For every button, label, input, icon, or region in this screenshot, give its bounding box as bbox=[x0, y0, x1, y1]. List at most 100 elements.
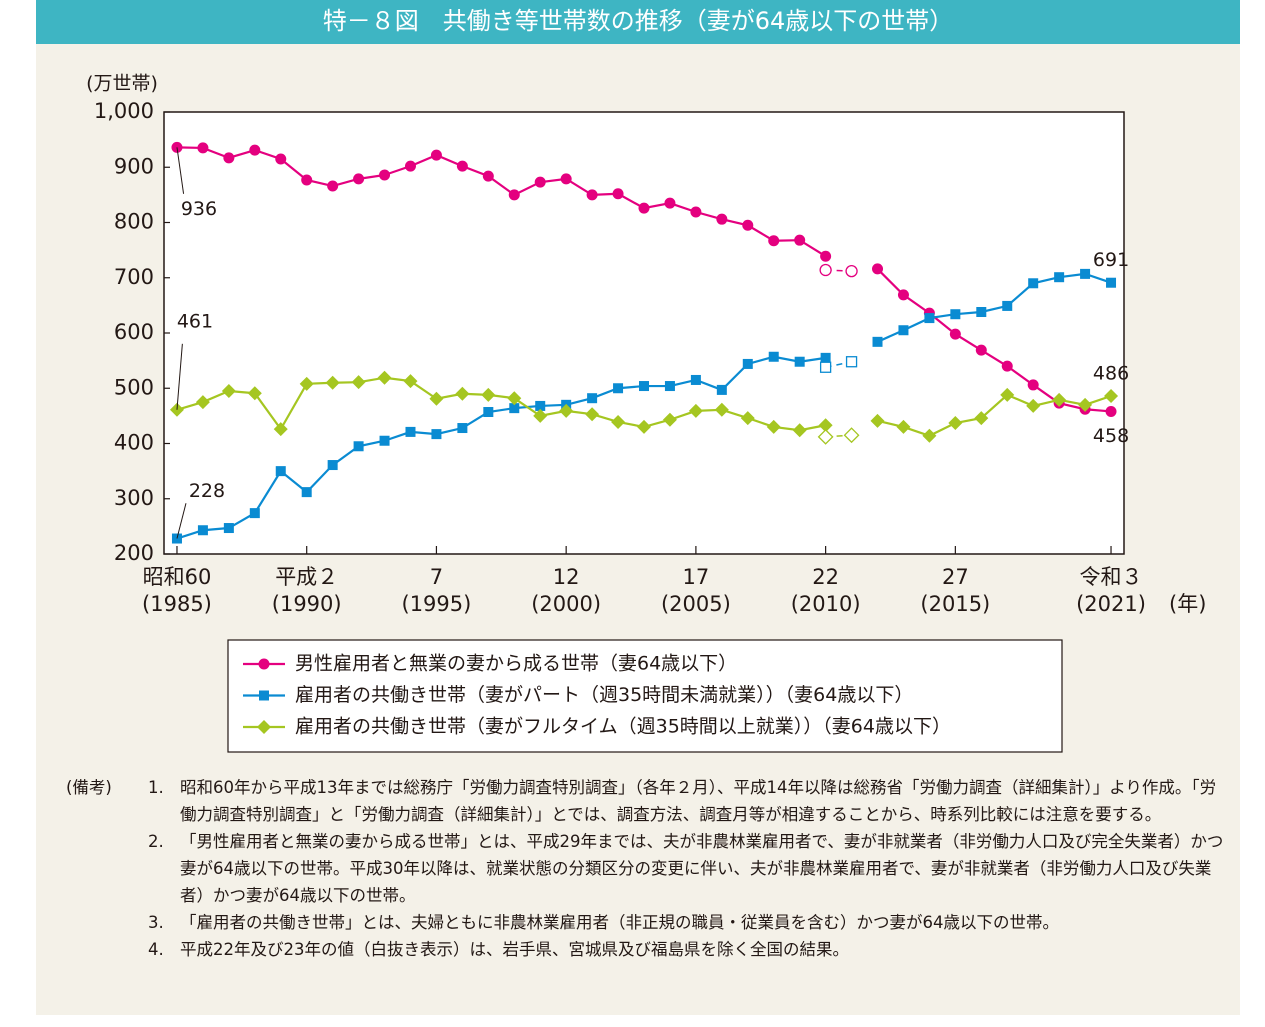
marker bbox=[794, 234, 806, 246]
marker bbox=[872, 336, 883, 347]
marker bbox=[870, 413, 885, 428]
marker bbox=[716, 213, 728, 225]
marker bbox=[249, 144, 261, 156]
marker bbox=[483, 407, 494, 418]
note-number: 3. bbox=[148, 913, 164, 932]
notes-prefix: (備考) bbox=[66, 778, 112, 797]
y-tick-label: 300 bbox=[114, 486, 154, 510]
marker bbox=[768, 235, 780, 247]
marker bbox=[353, 173, 365, 185]
x-tick-label: 17 bbox=[683, 565, 710, 589]
marker bbox=[950, 309, 961, 320]
marker bbox=[1001, 360, 1013, 372]
data-label: 691 bbox=[1093, 249, 1129, 271]
legend-marker bbox=[257, 720, 271, 734]
excluded-marker bbox=[845, 356, 858, 368]
marker bbox=[1002, 300, 1013, 311]
marker bbox=[351, 375, 366, 390]
marker bbox=[377, 370, 392, 385]
marker bbox=[195, 395, 210, 410]
marker bbox=[430, 149, 442, 161]
marker bbox=[249, 508, 260, 519]
marker bbox=[716, 384, 727, 395]
marker bbox=[613, 383, 624, 394]
marker bbox=[197, 142, 209, 154]
marker bbox=[639, 381, 649, 392]
marker bbox=[897, 289, 909, 301]
marker bbox=[533, 408, 548, 423]
x-tick-label: 平成２ bbox=[275, 565, 338, 589]
marker bbox=[690, 374, 701, 385]
legend-marker bbox=[259, 690, 269, 701]
marker bbox=[534, 176, 546, 188]
excluded-marker bbox=[843, 427, 860, 444]
x-tick-label: (2005) bbox=[661, 592, 731, 616]
marker bbox=[1000, 387, 1015, 402]
x-tick-label: (1990) bbox=[272, 592, 342, 616]
marker bbox=[301, 174, 313, 186]
plot-area bbox=[163, 111, 1125, 555]
marker bbox=[820, 352, 831, 363]
marker bbox=[638, 202, 650, 214]
marker bbox=[974, 411, 989, 426]
marker bbox=[455, 386, 470, 401]
note-text: 平成22年及び23年の値（白抜き表示）は、岩手県、宮城県及び福島県を除く全国の結… bbox=[180, 940, 849, 959]
marker bbox=[457, 423, 468, 434]
marker bbox=[299, 376, 314, 391]
marker bbox=[585, 407, 600, 422]
marker bbox=[1052, 392, 1067, 407]
marker bbox=[507, 391, 522, 406]
x-tick-label: (2015) bbox=[920, 592, 990, 616]
marker bbox=[924, 313, 935, 324]
marker bbox=[740, 411, 755, 426]
marker bbox=[688, 403, 703, 418]
y-tick-label: 1,000 bbox=[94, 99, 154, 123]
note-text: 「雇用者の共働き世帯」とは、夫婦ともに非農林業雇用者（非正規の職員・従業員を含む… bbox=[180, 913, 1059, 932]
series-line bbox=[876, 268, 1112, 413]
marker bbox=[197, 525, 208, 536]
y-tick-label: 600 bbox=[114, 320, 154, 344]
marker bbox=[275, 153, 287, 165]
marker bbox=[742, 219, 754, 231]
marker bbox=[611, 414, 626, 429]
note-text: 昭和60年から平成13年までは総務庁「労働力調査特別調査」（各年２月）、平成14… bbox=[180, 778, 1217, 824]
marker bbox=[327, 180, 339, 192]
data-label: 458 bbox=[1093, 425, 1129, 447]
data-label: 486 bbox=[1093, 362, 1129, 384]
marker bbox=[404, 160, 416, 172]
marker bbox=[509, 403, 520, 414]
marker bbox=[586, 189, 598, 201]
label-leader bbox=[176, 343, 183, 410]
x-tick-label: 7 bbox=[430, 565, 443, 589]
marker bbox=[379, 435, 390, 446]
marker bbox=[896, 419, 911, 434]
marker bbox=[1106, 277, 1117, 288]
marker bbox=[1054, 272, 1065, 283]
marker bbox=[1104, 388, 1119, 403]
excluded-marker bbox=[817, 428, 834, 445]
note-text: 「男性雇用者と無業の妻から成る世帯」とは、平成29年までは、夫が非農林業雇用者で… bbox=[180, 832, 1224, 905]
marker bbox=[664, 381, 675, 392]
marker bbox=[325, 375, 340, 390]
series-line bbox=[877, 272, 1112, 343]
y-axis-unit: (万世帯) bbox=[86, 73, 158, 95]
marker bbox=[327, 460, 338, 471]
note-number: 2. bbox=[148, 832, 164, 851]
marker bbox=[1026, 398, 1041, 413]
data-label: 228 bbox=[189, 480, 225, 502]
marker bbox=[301, 487, 312, 498]
y-tick-label: 200 bbox=[114, 541, 154, 565]
marker bbox=[664, 197, 676, 209]
marker bbox=[379, 169, 391, 181]
legend-marker bbox=[258, 658, 270, 670]
marker bbox=[247, 386, 262, 401]
note-item: 4. 平成22年及び23年の値（白抜き表示）は、岩手県、宮城県及び福島県を除く全国… bbox=[148, 936, 1226, 963]
legend bbox=[227, 639, 1063, 753]
note-item: 2. 「男性雇用者と無業の妻から成る世帯」とは、平成29年までは、夫が非農林業雇用… bbox=[148, 828, 1226, 909]
header-bar bbox=[36, 0, 1240, 44]
marker bbox=[429, 391, 444, 406]
label-leader bbox=[176, 147, 185, 194]
x-tick-label: (2010) bbox=[791, 592, 861, 616]
marker bbox=[792, 423, 807, 438]
